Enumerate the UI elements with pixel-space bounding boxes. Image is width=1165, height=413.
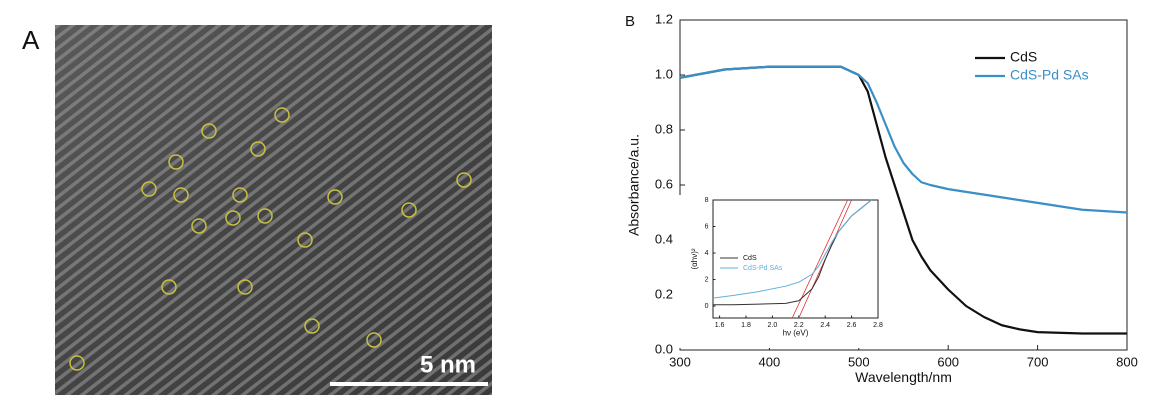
y-tick-label: 1.2 bbox=[655, 11, 673, 26]
x-tick-label: 2.4 bbox=[820, 322, 830, 329]
plot-frame bbox=[712, 199, 879, 319]
x-tick-label: 500 bbox=[848, 354, 870, 369]
x-tick-label: 1.8 bbox=[741, 322, 751, 329]
y-tick-label: 0.2 bbox=[655, 286, 673, 301]
y-tick-label: 0.4 bbox=[655, 231, 673, 246]
panel-label: A bbox=[22, 25, 40, 55]
x-tick-label: 800 bbox=[1116, 354, 1138, 369]
panel-label: B bbox=[625, 13, 635, 30]
x-tick-label: 600 bbox=[937, 354, 959, 369]
legend-label: CdS-Pd SAs bbox=[743, 265, 783, 272]
y-tick-label: 2 bbox=[705, 276, 709, 283]
x-tick-label: 2.6 bbox=[847, 322, 857, 329]
scale-bar-label: 5 nm bbox=[420, 351, 476, 378]
y-axis-title: (αhν)² bbox=[690, 248, 699, 269]
y-tick-label: 0 bbox=[705, 303, 709, 310]
series-line bbox=[712, 199, 872, 299]
y-tick-label: 0.6 bbox=[655, 176, 673, 191]
x-tick-label: 1.6 bbox=[715, 322, 725, 329]
x-axis-title: Wavelength/nm bbox=[855, 369, 952, 385]
lattice-fringes bbox=[55, 25, 492, 395]
y-axis-title: Absorbance/a.u. bbox=[626, 134, 642, 236]
y-tick-label: 6 bbox=[705, 223, 709, 230]
series-line bbox=[679, 65, 1128, 214]
x-tick-label: 700 bbox=[1027, 354, 1049, 369]
x-axis-title: hν (eV) bbox=[783, 329, 809, 338]
legend-label: CdS bbox=[1010, 49, 1037, 65]
atom-markers bbox=[69, 107, 472, 371]
x-tick-label: 400 bbox=[759, 354, 781, 369]
panel-a: A 5 nm bbox=[22, 25, 492, 395]
x-tick-label: 2.2 bbox=[794, 322, 804, 329]
y-tick-label: 0.8 bbox=[655, 121, 673, 136]
x-tick-label: 300 bbox=[669, 354, 691, 369]
y-tick-label: 4 bbox=[705, 250, 709, 257]
legend-label: CdS bbox=[743, 255, 757, 262]
x-tick-label: 2.0 bbox=[768, 322, 778, 329]
y-tick-label: 8 bbox=[705, 197, 709, 204]
y-tick-label: 0.0 bbox=[655, 341, 673, 356]
legend-label: CdS-Pd SAs bbox=[1010, 67, 1089, 83]
x-tick-label: 2.8 bbox=[873, 322, 883, 329]
y-tick-label: 1.0 bbox=[655, 66, 673, 81]
